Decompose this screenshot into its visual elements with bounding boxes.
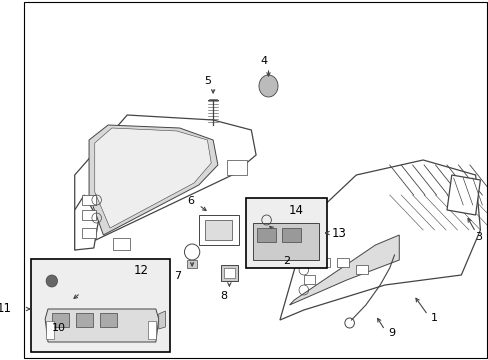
Bar: [83, 288, 95, 298]
Bar: [356, 265, 367, 274]
Bar: [281, 228, 300, 242]
Bar: [67, 288, 79, 298]
Bar: [245, 198, 326, 268]
Bar: [257, 228, 276, 242]
Bar: [31, 259, 170, 352]
Bar: [303, 275, 315, 284]
Bar: [220, 265, 238, 281]
Bar: [223, 268, 235, 278]
Text: 13: 13: [331, 226, 346, 239]
Text: 1: 1: [430, 313, 437, 323]
Bar: [76, 313, 93, 327]
Bar: [187, 260, 197, 268]
Polygon shape: [41, 285, 103, 310]
Polygon shape: [253, 223, 319, 260]
Text: 10: 10: [51, 323, 65, 333]
Polygon shape: [75, 115, 256, 250]
Polygon shape: [75, 195, 99, 250]
Bar: [82, 195, 96, 205]
Bar: [318, 258, 329, 267]
Text: 3: 3: [474, 232, 481, 242]
Bar: [303, 258, 315, 267]
Text: 14: 14: [288, 203, 303, 216]
Bar: [113, 238, 130, 250]
Bar: [148, 321, 156, 339]
Bar: [82, 210, 96, 220]
Text: 6: 6: [187, 196, 194, 206]
Text: 7: 7: [174, 271, 181, 281]
Text: 11: 11: [0, 302, 12, 315]
Text: 4: 4: [260, 56, 267, 66]
Bar: [52, 313, 69, 327]
Polygon shape: [289, 235, 399, 305]
Bar: [46, 321, 54, 339]
Bar: [337, 258, 348, 267]
Text: 5: 5: [203, 76, 210, 86]
Bar: [199, 215, 239, 245]
Polygon shape: [95, 128, 211, 228]
Text: 2: 2: [282, 256, 289, 266]
Circle shape: [46, 275, 58, 287]
Polygon shape: [41, 270, 103, 285]
Polygon shape: [89, 125, 218, 235]
Polygon shape: [159, 311, 165, 329]
Polygon shape: [45, 309, 159, 342]
Text: 8: 8: [220, 291, 227, 301]
Text: 9: 9: [387, 328, 394, 338]
Bar: [100, 313, 117, 327]
Bar: [82, 228, 96, 238]
Bar: [227, 160, 246, 175]
Text: 12: 12: [134, 265, 149, 278]
Bar: [205, 220, 232, 240]
Polygon shape: [280, 160, 479, 320]
Polygon shape: [446, 175, 479, 215]
Bar: [51, 288, 62, 298]
Polygon shape: [259, 75, 278, 97]
